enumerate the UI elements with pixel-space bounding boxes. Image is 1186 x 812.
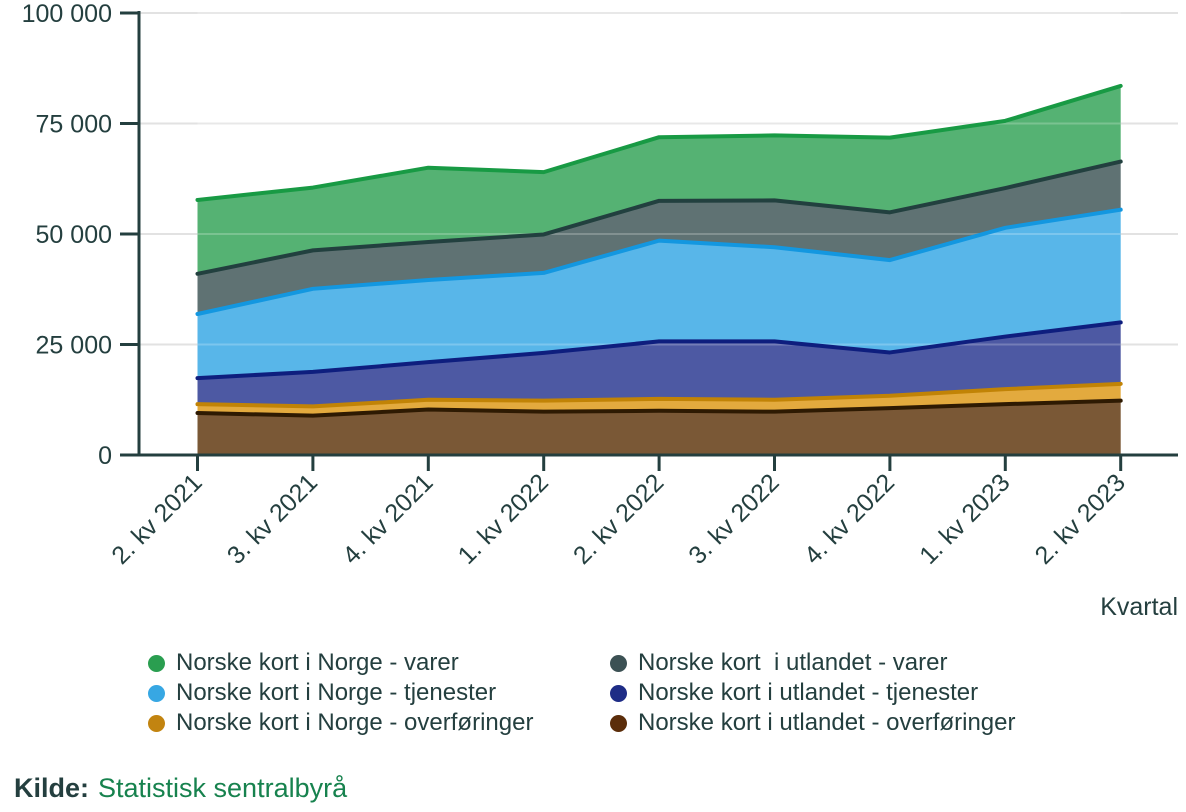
legend-column-utlandet: Norske kort i utlandet - varer Norske kor… — [610, 648, 1015, 738]
x-axis-title: Kvartal — [1100, 593, 1178, 621]
legend-swatch-icon — [148, 684, 165, 702]
legend-swatch-icon — [148, 714, 165, 732]
legend-label: Norske kort i utlandet - varer — [638, 649, 948, 676]
source-line: Kilde: Statistisk sentralbyrå — [14, 772, 347, 804]
x-tick-label: 4. kv 2022 — [799, 468, 900, 569]
legend-item[interactable]: Norske kort i Norge - tjenester — [148, 678, 533, 708]
area-norske-kort-i-utlandet---varer — [197, 161, 1121, 315]
x-tick-label: 2. kv 2023 — [1030, 468, 1131, 569]
legend-label: Norske kort i Norge - tjenester — [176, 679, 497, 706]
legend-swatch-icon — [610, 684, 627, 702]
x-tick-label: 1. kv 2023 — [914, 468, 1015, 569]
legend-swatch-icon — [610, 654, 627, 672]
x-tick-label: 2. kv 2022 — [568, 468, 669, 569]
area-norske-kort-i-utlandet---tjenester — [197, 322, 1121, 407]
y-tick-label: 75 000 — [36, 111, 112, 139]
legend-label: Norske kort i utlandet - overføringer — [638, 709, 1016, 736]
legend-item[interactable]: Norske kort i Norge - overføringer — [148, 708, 533, 738]
x-tick-label: 3. kv 2022 — [683, 468, 784, 569]
legend-label: Norske kort i utlandet - tjenester — [638, 679, 979, 706]
area-border-norske-kort-i-utlandet---tjenester — [195, 320, 1123, 381]
legend-label: Norske kort i Norge - varer — [176, 649, 459, 676]
area-border-norske-kort-i-utlandet---varer — [195, 159, 1123, 276]
legend-swatch-icon — [148, 654, 165, 672]
legend-column-norge: Norske kort i Norge - varer Norske kort i… — [148, 648, 533, 738]
area-border-norske-kort-i-norge---overføringer — [195, 381, 1123, 409]
y-tick-label: 25 000 — [36, 332, 112, 360]
x-tick-label: 2. kv 2021 — [106, 468, 207, 569]
area-norske-kort-i-norge---varer — [197, 85, 1121, 274]
x-tick-label: 3. kv 2021 — [222, 468, 323, 569]
area-border-norske-kort-i-utlandet---overføringer — [195, 398, 1123, 418]
legend-item[interactable]: Norske kort i Norge - varer — [148, 648, 533, 678]
legend-item[interactable]: Norske kort i utlandet - overføringer — [610, 708, 1015, 738]
legend-swatch-icon — [610, 714, 627, 732]
area-norske-kort-i-norge---tjenester — [197, 209, 1121, 379]
area-border-norske-kort-i-norge---varer — [195, 83, 1123, 202]
y-tick-label: 50 000 — [36, 221, 112, 249]
source-label: Kilde: — [14, 773, 90, 803]
y-tick-label: 100 000 — [22, 0, 112, 28]
legend-item[interactable]: Norske kort i utlandet - varer — [610, 648, 1015, 678]
source-link[interactable]: Statistisk sentralbyrå — [98, 773, 348, 803]
x-tick-label: 1. kv 2022 — [453, 468, 554, 569]
legend-label: Norske kort i Norge - overføringer — [176, 709, 534, 736]
legend-item[interactable]: Norske kort i utlandet - tjenester — [610, 678, 1015, 708]
x-tick-label: 4. kv 2021 — [337, 468, 438, 569]
area-norske-kort-i-utlandet---overføringer — [197, 400, 1121, 455]
area-border-norske-kort-i-norge---tjenester — [195, 207, 1123, 317]
y-tick-label: 0 — [98, 442, 112, 470]
